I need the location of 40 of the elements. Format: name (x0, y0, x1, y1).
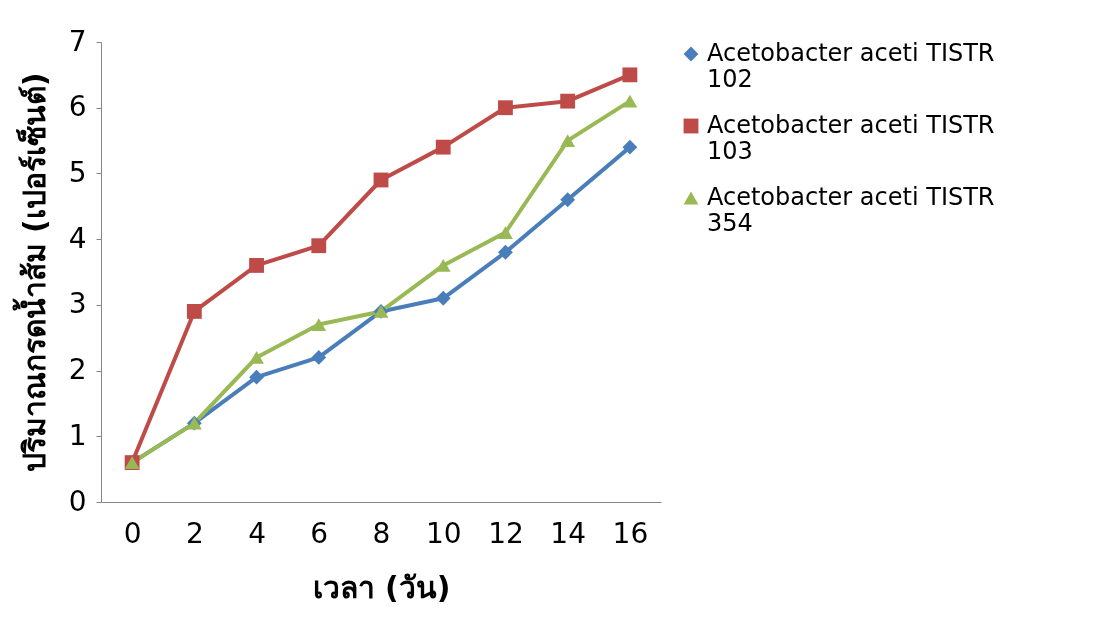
point (560, 192, 576, 208)
y-tick-label: 6 (68, 90, 87, 124)
y-axis-title: ปริมาณกรดน้ำส้ม (เปอร์เซ็นต์) (11, 72, 52, 473)
point (622, 139, 638, 155)
x-tick-label: 4 (248, 516, 266, 550)
point (311, 238, 327, 254)
point (311, 318, 327, 331)
point (435, 290, 451, 306)
point (498, 226, 513, 239)
x-tick-label: 8 (372, 516, 391, 550)
point (560, 93, 576, 109)
point (498, 244, 513, 260)
x-tick-label: 6 (310, 516, 329, 550)
point (622, 94, 638, 108)
y-tick-label: 0 (68, 484, 87, 518)
x-tick-label: 14 (550, 516, 586, 550)
y-tick-label: 2 (68, 353, 87, 387)
y-tick-label: 7 (68, 24, 87, 58)
legend-label: Acetobacter aceti TISTR 102 (707, 39, 995, 93)
point (622, 67, 638, 83)
x-tick-label: 2 (185, 516, 204, 550)
point (311, 350, 327, 365)
x-tick-label: 10 (425, 516, 462, 550)
y-tick-label: 1 (68, 418, 87, 452)
point (435, 139, 451, 155)
legend-label: Acetobacter aceti TISTR 354 (707, 183, 995, 237)
legend-label: Acetobacter aceti TISTR 103 (707, 111, 995, 165)
x-axis-title: เวลา (วัน) (312, 569, 451, 605)
point (249, 369, 264, 385)
point (498, 100, 513, 116)
x-tick-label: 0 (123, 516, 142, 550)
point (186, 304, 202, 319)
y-tick-label: 5 (68, 155, 87, 189)
y-tick-label: 4 (68, 221, 87, 255)
x-tick-label: 16 (612, 516, 649, 550)
x-tick-label: 12 (488, 516, 524, 550)
point (249, 351, 264, 364)
y-tick-label: 3 (68, 287, 87, 321)
point (249, 258, 264, 273)
point (560, 134, 576, 147)
